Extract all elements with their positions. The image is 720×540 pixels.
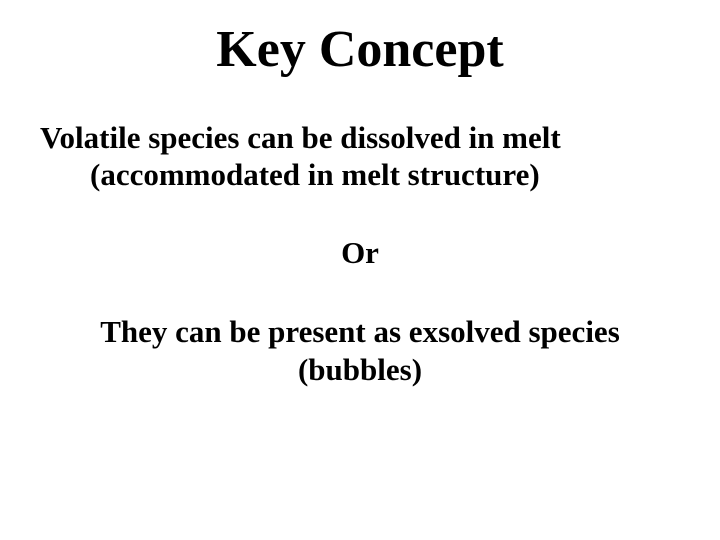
paragraph-1-line-1: Volatile species can be dissolved in mel…: [40, 119, 680, 156]
slide-title: Key Concept: [40, 20, 680, 79]
paragraph-2-line-1: They can be present as exsolved species: [50, 313, 670, 350]
paragraph-2: They can be present as exsolved species …: [40, 313, 680, 387]
paragraph-1: Volatile species can be dissolved in mel…: [40, 119, 680, 193]
paragraph-2-line-2: (bubbles): [50, 351, 670, 388]
paragraph-1-line-2: (accommodated in melt structure): [40, 156, 680, 193]
or-separator: Or: [40, 235, 680, 271]
